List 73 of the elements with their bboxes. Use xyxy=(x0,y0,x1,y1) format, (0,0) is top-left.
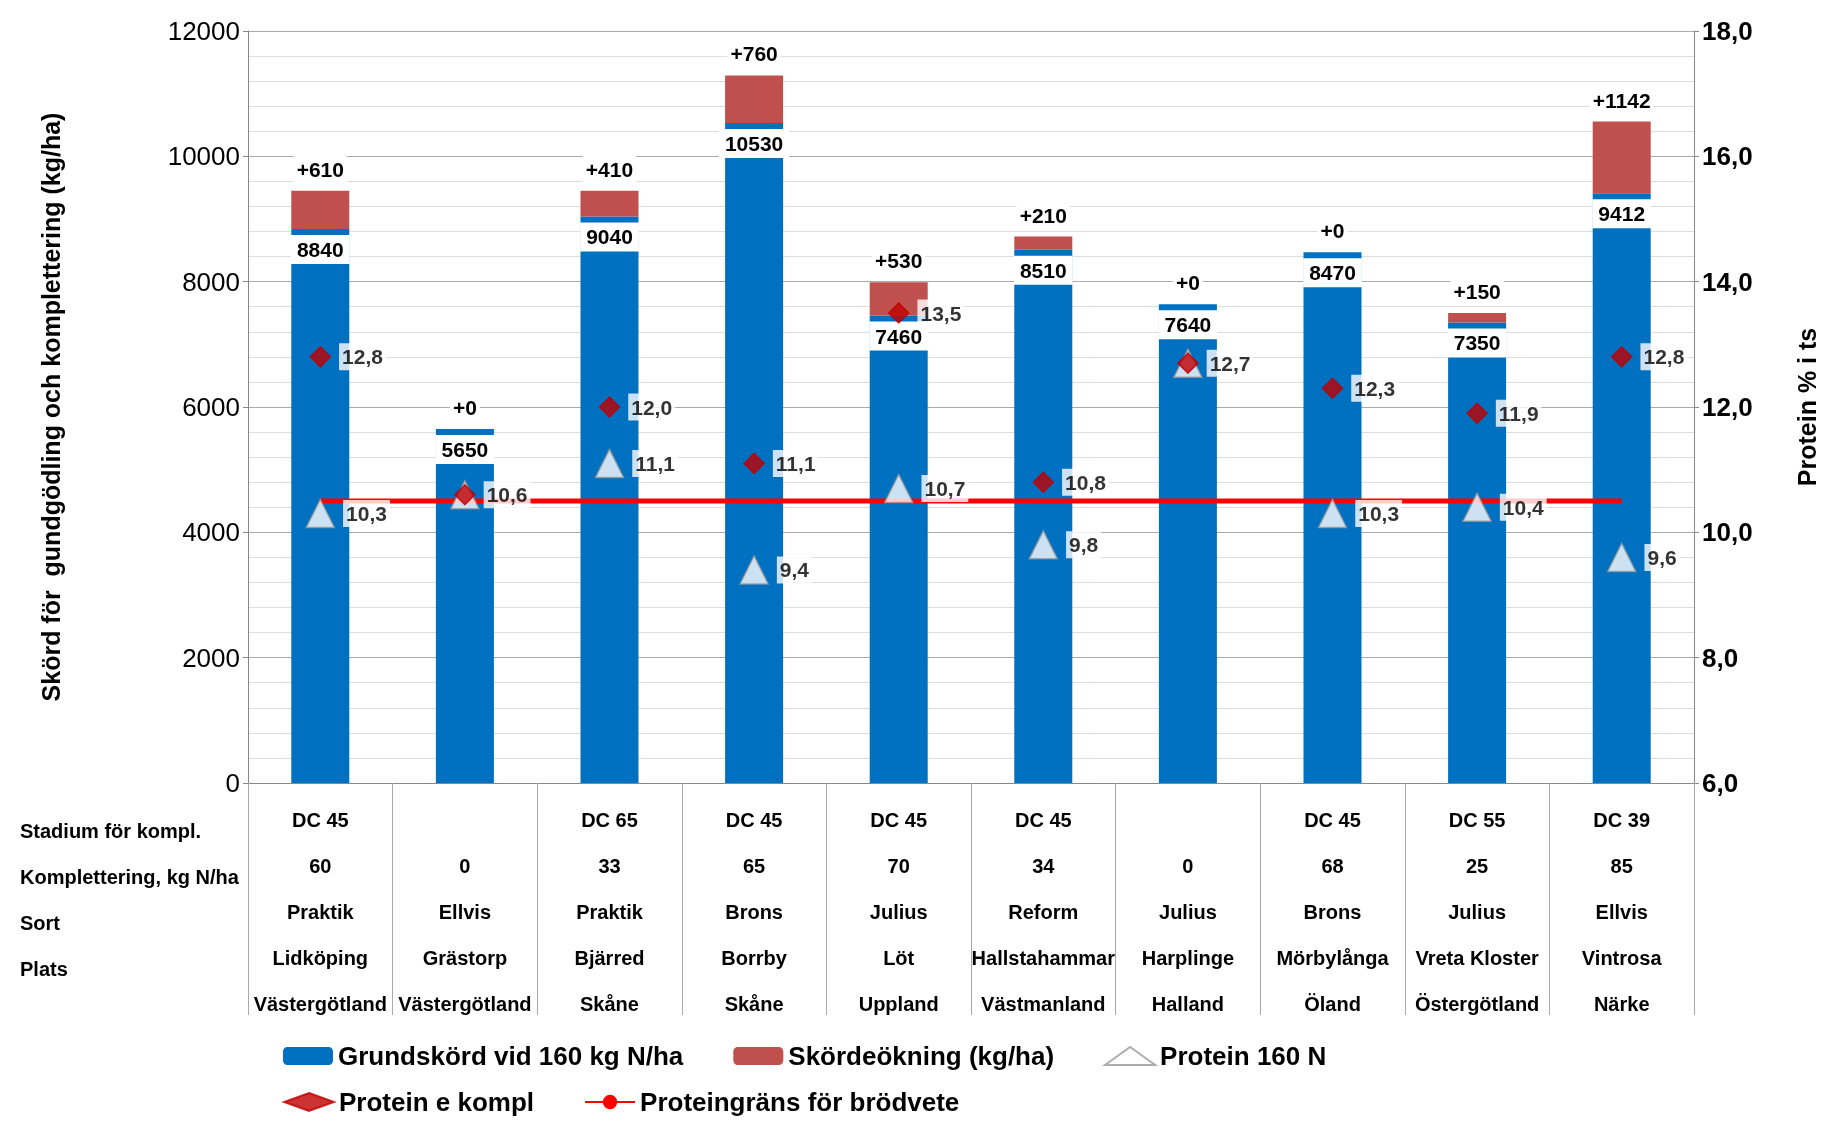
y-tick-label: 6000 xyxy=(182,392,240,422)
y-tick-label: 0 xyxy=(225,768,240,798)
data-label: 7460 xyxy=(875,324,923,348)
legend-label: Skördeökning (kg/ha) xyxy=(788,1041,1055,1071)
category-label: DC 45 34 Reform Hallstahammar Västmanland xyxy=(971,809,1115,1015)
data-label: 9,8 xyxy=(1069,533,1099,557)
text: Komplettering, kg N/ha xyxy=(20,866,240,888)
data-label: 12,3 xyxy=(1354,376,1396,400)
data-label: 9,4 xyxy=(779,558,810,582)
data-label: 10530 xyxy=(724,132,784,156)
category-label: 0 Julius Harplinge Halland xyxy=(1141,855,1235,1015)
data-label: 8840 xyxy=(296,238,344,262)
data-label: 11,1 xyxy=(775,451,816,475)
data-label: 10,8 xyxy=(1065,470,1107,494)
y2-tick-label: 12,0 xyxy=(1702,392,1753,422)
data-label: 8510 xyxy=(1019,258,1067,282)
data-label: 10,7 xyxy=(924,476,966,500)
data-label: 10,3 xyxy=(346,502,387,526)
y2-tick-label: 16,0 xyxy=(1702,141,1753,172)
data-label: 11,9 xyxy=(1498,401,1539,425)
data-label: +610 xyxy=(296,157,344,181)
data-label: 10,4 xyxy=(1502,495,1545,519)
y2-tick-label: 10,0 xyxy=(1702,517,1753,548)
data-label: 10,3 xyxy=(1358,502,1400,526)
data-label: 9,6 xyxy=(1647,545,1677,569)
category-label: DC 65 33 Praktik Bjärred Skåne xyxy=(574,809,645,1015)
y-tick-label: 8000 xyxy=(182,266,240,297)
data-label: 10,6 xyxy=(486,483,528,507)
category-label: 0 Ellvis Grästorp Västergötland xyxy=(398,855,532,1015)
legend-label: Grundskörd vid 160 kg N/ha xyxy=(338,1041,684,1071)
data-label: +150 xyxy=(1453,280,1501,303)
category-label: DC 45 68 Brons Mörbylånga Öland xyxy=(1276,809,1389,1015)
category-label: DC 39 85 Ellvis Vintrosa Närke xyxy=(1581,809,1662,1015)
data-label: 7350 xyxy=(1453,331,1501,355)
legend-label: Protein e kompl xyxy=(339,1087,535,1117)
legend-label: Protein 160 N xyxy=(1160,1041,1327,1071)
data-label: 13,5 xyxy=(920,301,962,325)
category-label: DC 45 60 Praktik Lidköping Västergötland xyxy=(253,809,387,1015)
text: Stadium för kompl. xyxy=(20,820,202,842)
y-axis-title: Skörd för gundgödling och komplettering (kg/ha) xyxy=(36,112,65,702)
data-label: 12,8 xyxy=(342,345,384,369)
data-label: 8470 xyxy=(1309,261,1356,285)
data-label: 12,8 xyxy=(1643,345,1685,369)
data-label: 9412 xyxy=(1598,202,1646,226)
y-tick-label: 12000 xyxy=(167,16,240,46)
y-tick-label: 4000 xyxy=(182,517,240,548)
data-label: +1142 xyxy=(1592,88,1651,112)
y-tick-label: 2000 xyxy=(182,642,240,673)
text: Sort xyxy=(20,912,61,934)
data-label: 11,1 xyxy=(635,451,676,475)
data-label: 9040 xyxy=(586,225,633,249)
y2-tick-label: 8,0 xyxy=(1702,642,1739,673)
category-label: DC 45 65 Brons Borrby Skåne xyxy=(721,809,787,1015)
legend-label: Proteingräns för brödvete xyxy=(640,1087,960,1117)
y2-tick-label: 14,0 xyxy=(1702,266,1753,297)
data-label: 5650 xyxy=(441,437,489,461)
text: Plats xyxy=(20,958,68,980)
y-tick-label: 10000 xyxy=(167,141,240,172)
y2-tick-label: 18,0 xyxy=(1702,16,1753,46)
data-label: +210 xyxy=(1019,203,1067,227)
data-label: +0 xyxy=(1320,219,1345,243)
data-label: +0 xyxy=(452,395,477,419)
data-label: 12,0 xyxy=(631,395,673,419)
data-label: 7640 xyxy=(1164,313,1212,337)
data-label: +530 xyxy=(875,249,923,273)
data-label: +760 xyxy=(730,42,778,66)
category-label: DC 55 25 Julius Vreta Kloster Östergötland xyxy=(1414,809,1540,1015)
data-label: 12,7 xyxy=(1209,351,1251,375)
data-label: +0 xyxy=(1175,271,1200,295)
y2-axis-title: Protein % i ts xyxy=(1792,327,1821,487)
data-label: +410 xyxy=(585,157,634,181)
y2-tick-label: 6,0 xyxy=(1702,768,1739,798)
category-label: DC 45 70 Julius Löt Uppland xyxy=(858,809,939,1015)
